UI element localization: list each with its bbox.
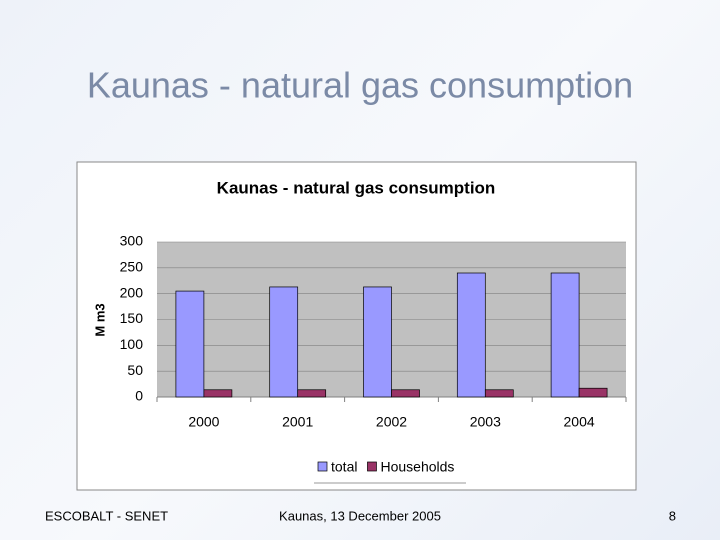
- bar: [391, 389, 420, 398]
- bar: [484, 389, 514, 398]
- bar: [269, 286, 299, 398]
- bar: [578, 387, 608, 398]
- y-tick-label: 100: [120, 336, 144, 352]
- x-tick-label: 2001: [282, 414, 313, 430]
- bar: [550, 272, 580, 398]
- legend-swatch: [367, 461, 377, 472]
- legend-swatch: [317, 461, 328, 472]
- y-tick-label: 0: [135, 388, 143, 404]
- legend-label: Households: [380, 459, 454, 475]
- footer-center: Kaunas, 13 December 2005: [279, 508, 441, 523]
- bar: [363, 286, 392, 398]
- footer-left: ESCOBALT - SENET: [45, 508, 168, 523]
- page-number: 8: [669, 508, 676, 523]
- x-tick-label: 2004: [564, 414, 595, 430]
- x-tick-label: 2000: [188, 414, 219, 430]
- bar: [175, 290, 205, 398]
- y-tick-label: 150: [120, 310, 144, 326]
- y-axis-label: M m3: [92, 303, 107, 336]
- bar: [297, 389, 327, 398]
- bar: [456, 272, 486, 398]
- bar: [203, 389, 233, 398]
- y-tick-label: 250: [120, 259, 144, 275]
- y-tick-label: 50: [127, 362, 143, 378]
- x-tick-label: 2003: [470, 414, 501, 430]
- slide-title: Kaunas - natural gas consumption: [87, 65, 633, 106]
- chart-title: Kaunas - natural gas consumption: [217, 178, 496, 197]
- y-tick-label: 200: [120, 284, 144, 300]
- legend-label: total: [331, 459, 357, 475]
- y-tick-label: 300: [120, 233, 144, 249]
- x-tick-label: 2002: [376, 414, 407, 430]
